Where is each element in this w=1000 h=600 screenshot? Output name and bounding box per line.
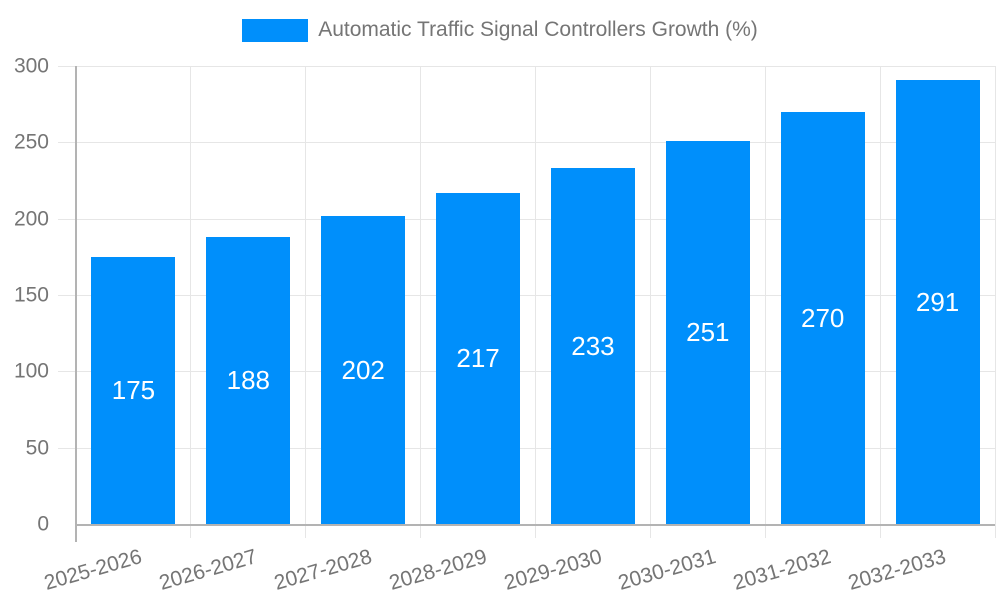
y-tick-label: 200 bbox=[13, 207, 49, 231]
bar-value-label: 270 bbox=[800, 302, 845, 333]
bar-value-label: 188 bbox=[226, 365, 270, 396]
bar[interactable]: 202 bbox=[321, 215, 406, 524]
h-gridline bbox=[58, 218, 995, 220]
x-axis-line bbox=[76, 524, 995, 526]
x-tick-label: 2028-2029 bbox=[386, 545, 490, 595]
bar[interactable]: 175 bbox=[91, 256, 176, 524]
bar[interactable]: 291 bbox=[895, 79, 980, 524]
h-gridline bbox=[58, 447, 995, 449]
y-tick-label: 150 bbox=[13, 283, 49, 307]
legend-label: Automatic Traffic Signal Controllers Gro… bbox=[318, 18, 758, 41]
h-gridline bbox=[58, 142, 995, 144]
x-tick-label: 2029-2030 bbox=[501, 545, 605, 595]
x-tick-label: 2027-2028 bbox=[271, 545, 375, 595]
y-tick-label: 0 bbox=[37, 512, 49, 536]
y-tick-label: 100 bbox=[13, 359, 49, 383]
h-gridline bbox=[58, 371, 995, 373]
bar[interactable]: 270 bbox=[780, 111, 865, 524]
h-gridline bbox=[58, 295, 995, 296]
v-gridline bbox=[649, 66, 651, 538]
legend-swatch-icon bbox=[242, 18, 309, 42]
y-axis-line bbox=[75, 66, 77, 542]
x-tick-label: 2032-2033 bbox=[845, 545, 949, 595]
bar-value-label: 233 bbox=[571, 331, 615, 362]
bar[interactable]: 233 bbox=[550, 168, 635, 524]
v-gridline bbox=[879, 66, 881, 538]
y-tick-label: 300 bbox=[13, 54, 49, 78]
x-tick-label: 2025-2026 bbox=[41, 545, 145, 595]
y-tick-label: 250 bbox=[13, 130, 49, 154]
bar[interactable]: 251 bbox=[665, 140, 750, 524]
x-tick-label: 2031-2032 bbox=[730, 545, 834, 595]
bar[interactable]: 217 bbox=[436, 192, 521, 524]
v-gridline bbox=[994, 66, 996, 538]
v-gridline bbox=[305, 66, 307, 538]
h-gridline bbox=[58, 66, 995, 67]
v-gridline bbox=[420, 66, 422, 538]
v-gridline bbox=[190, 66, 192, 538]
bar-value-label: 291 bbox=[915, 286, 960, 317]
y-tick-label: 50 bbox=[25, 436, 49, 460]
bar[interactable]: 188 bbox=[206, 236, 291, 524]
bar-value-label: 251 bbox=[686, 317, 730, 348]
bar-value-label: 202 bbox=[341, 354, 385, 385]
bar-value-label: 175 bbox=[111, 375, 156, 406]
plot-area: 0 50 100 150 200 250 300 175 188 202 217 233 251 270 2… bbox=[14, 56, 996, 595]
legend[interactable]: Automatic Traffic Signal Controllers Gro… bbox=[0, 18, 1000, 42]
x-tick-label: 2026-2027 bbox=[156, 545, 260, 595]
v-gridline bbox=[535, 66, 536, 538]
x-tick-label: 2030-2031 bbox=[615, 545, 719, 595]
bar-value-label: 217 bbox=[456, 343, 500, 374]
v-gridline bbox=[764, 66, 766, 538]
